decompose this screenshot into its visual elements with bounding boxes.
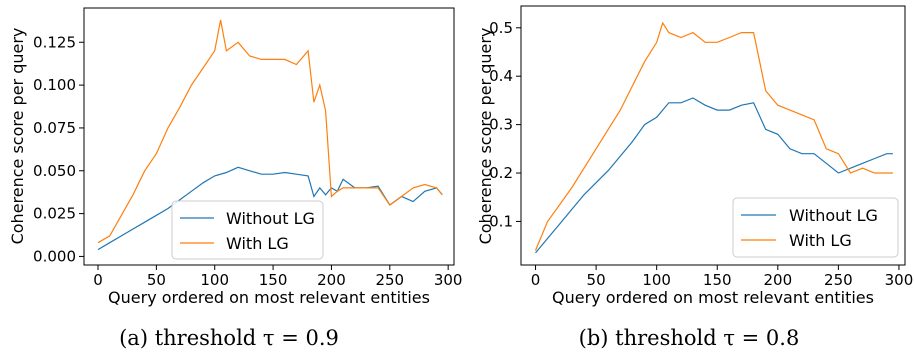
x-tick-label-a: 0 [93,271,103,289]
series-line-with-lg-b [534,21,893,251]
x-axis-label-a: Query ordered on most relevant entities [108,288,430,307]
y-tick-label-a: 0.100 [33,76,76,94]
series-line-without-lg-b [535,97,893,254]
y-tick-label-b: 0.4 [489,67,513,85]
plot-area-a [83,7,455,266]
x-axis-label-b: Query ordered on most relevant entities [552,288,874,307]
caption-a: (a) threshold τ = 0.9 [119,326,339,350]
y-tick-label-a: 0.075 [33,119,76,137]
x-tick-label-b: 0 [531,271,541,289]
tick-layer-b: 0 50 100 150 200 250 300 0.1 0.2 0.3 0.4 0.5 [489,19,913,289]
series-layer-b [534,21,893,254]
series-line-with-lg-a [97,19,443,244]
x-tick-label-a: 250 [375,271,404,289]
x-tick-label-a: 300 [434,271,463,289]
y-tick-label-b: 0.1 [489,212,513,230]
x-tick-label-a: 50 [147,271,166,289]
legend-label-with-lg-b: With LG [789,231,852,250]
x-tick-label-b: 300 [885,271,914,289]
legend-label-with-lg-a: With LG [226,234,289,253]
x-tick-label-b: 250 [824,271,853,289]
x-tick-label-b: 100 [642,271,671,289]
caption-b: (b) threshold τ = 0.8 [579,326,800,350]
legend-box-b [732,197,899,258]
y-tick-label-a: 0.025 [33,205,76,223]
x-tick-label-a: 200 [317,271,346,289]
chart-panel-a: 0 50 100 150 200 250 300 0.000 0.025 0.050 0.075 0.… [8,7,462,350]
series-layer-a [97,19,443,251]
y-tick-label-b: 0.5 [489,19,513,37]
y-axis-label-b: Coherence score per query [476,28,495,245]
legend-label-without-lg-b: Without LG [789,206,878,225]
legend-box-a [171,200,324,260]
legend-a: Without LG With LG [171,200,324,260]
y-tick-label-b: 0.3 [489,116,513,134]
y-tick-label-a: 0.000 [33,247,76,265]
y-tick-label-a: 0.125 [33,33,76,51]
tick-layer-a: 0 50 100 150 200 250 300 0.000 0.025 0.050 0.075 0.… [33,33,462,289]
x-tick-label-a: 150 [259,271,288,289]
legend-label-without-lg-a: Without LG [226,209,315,228]
x-tick-label-b: 200 [763,271,792,289]
y-tick-label-a: 0.050 [33,162,76,180]
x-tick-label-b: 50 [587,271,606,289]
legend-b: Without LG With LG [732,197,899,258]
x-tick-label-a: 100 [200,271,229,289]
chart-panel-b: 0 50 100 150 200 250 300 0.1 0.2 0.3 0.4 0.5 Query … [476,5,913,350]
plot-area-b [520,5,906,266]
x-tick-label-b: 150 [703,271,732,289]
y-tick-label-b: 0.2 [489,164,513,182]
y-axis-label-a: Coherence score per query [8,28,27,245]
